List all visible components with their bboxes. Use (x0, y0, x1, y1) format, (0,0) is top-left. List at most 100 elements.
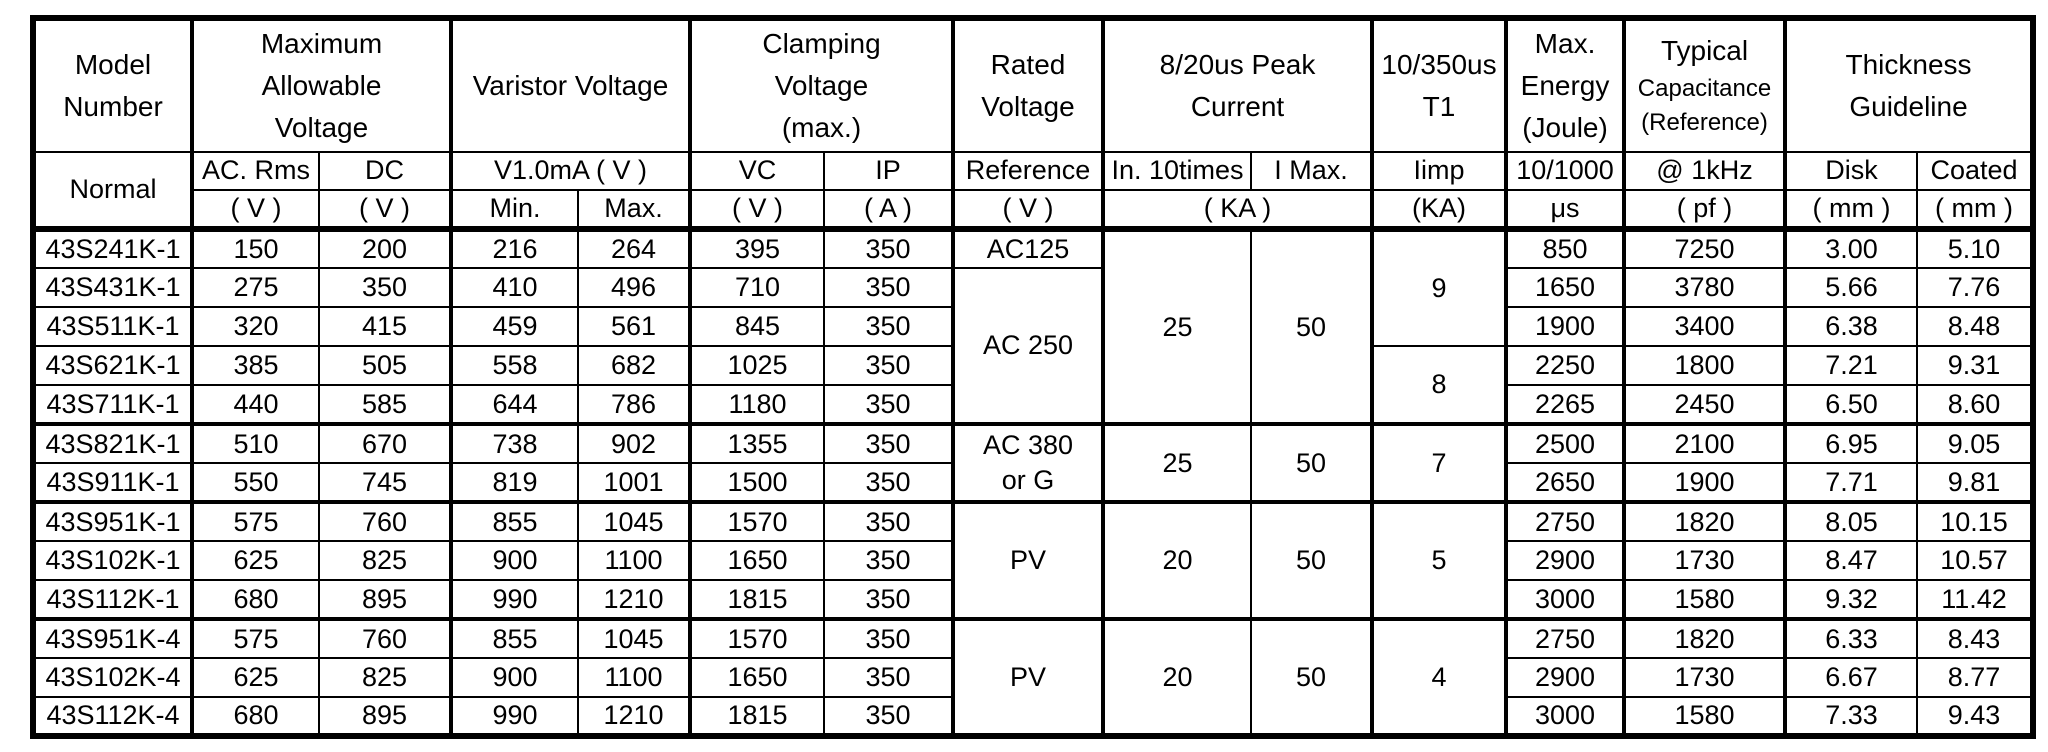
unit-vc-v: ( V ) (688, 188, 825, 233)
cell-model: 43S821K-1 (32, 422, 193, 465)
cell-dc: 415 (318, 306, 452, 348)
cell-capacitance: 1580 (1622, 696, 1787, 738)
table-header: Model Number Maximum Allowable Voltage V… (32, 17, 2035, 233)
cell-vmin: 410 (449, 267, 579, 309)
cell-ip: 350 (823, 384, 954, 426)
cell-energy: 850 (1504, 228, 1626, 270)
cell-disk: 3.00 (1783, 228, 1919, 270)
cell-disk: 6.95 (1783, 422, 1919, 465)
header-10-1000: 10/1000 (1504, 151, 1626, 191)
cell-model: 43S112K-4 (32, 696, 193, 738)
cell-ac-rms: 510 (190, 422, 320, 465)
cell-capacitance: 2450 (1622, 384, 1787, 426)
cell-vmin: 855 (449, 500, 579, 543)
cell-vc: 1355 (688, 422, 825, 465)
cell-capacitance: 1580 (1622, 579, 1787, 621)
header-varistor-voltage: Varistor Voltage (449, 17, 691, 153)
cell-dc: 895 (318, 696, 452, 738)
table-row: 43S241K-1 150 200 216 264 395 350 AC125 … (32, 228, 2035, 426)
cell-ac-rms: 550 (190, 462, 320, 504)
cell-model: 43S102K-1 (32, 540, 193, 582)
datasheet-page: Model Number Maximum Allowable Voltage V… (30, 15, 2037, 740)
cell-ac-rms: 440 (190, 384, 320, 426)
cell-coated: 5.10 (1916, 228, 2035, 270)
cell-vmax: 1210 (577, 579, 691, 621)
cell-energy: 1900 (1504, 306, 1626, 348)
cell-i-max: 50 (1249, 617, 1374, 738)
unit-varistor-max: Max. (577, 188, 691, 233)
header-normal: Normal (32, 150, 193, 233)
cell-energy: 1650 (1504, 267, 1626, 309)
cell-model: 43S241K-1 (32, 228, 193, 270)
cell-ip: 350 (823, 540, 954, 582)
cell-model: 43S112K-1 (32, 579, 193, 621)
cell-i-max: 50 (1249, 228, 1374, 426)
header-10-350us-t1: 10/350us T1 (1370, 17, 1508, 153)
cell-ip: 350 (823, 228, 954, 270)
cell-dc: 895 (318, 579, 452, 621)
cell-capacitance: 1730 (1622, 657, 1787, 699)
cell-dc: 350 (318, 267, 452, 309)
cell-dc: 200 (318, 228, 452, 270)
cell-ip: 350 (823, 422, 954, 465)
cell-ac-rms: 275 (190, 267, 320, 309)
header-max-allowable-voltage: Maximum Allowable Voltage (190, 17, 452, 153)
cell-coated: 8.48 (1916, 306, 2035, 348)
cell-vc: 395 (688, 228, 825, 270)
cell-disk: 6.33 (1783, 617, 1919, 660)
cell-capacitance: 1800 (1622, 345, 1787, 387)
unit-ac-rms-v: ( V ) (190, 188, 320, 233)
varistor-spec-table: Model Number Maximum Allowable Voltage V… (30, 15, 2037, 740)
cell-vmin: 738 (449, 422, 579, 465)
cell-ip: 350 (823, 462, 954, 504)
cell-vmax: 1210 (577, 696, 691, 738)
cell-ip: 350 (823, 696, 954, 738)
cell-disk: 6.50 (1783, 384, 1919, 426)
cell-disk: 9.32 (1783, 579, 1919, 621)
cell-in-10times: 25 (1101, 422, 1252, 504)
header-ip: IP (823, 151, 954, 191)
cell-vmin: 900 (449, 657, 579, 699)
cell-reference: AC125 (951, 228, 1104, 270)
cell-capacitance: 3780 (1622, 267, 1787, 309)
cell-vmax: 786 (577, 384, 691, 426)
cell-reference: AC 380 or G (951, 422, 1104, 504)
cell-dc: 825 (318, 540, 452, 582)
cell-iimp: 8 (1370, 345, 1508, 426)
cell-capacitance: 1730 (1622, 540, 1787, 582)
table-row: 43S112K-1 680 895 990 1210 1815 350 3000… (32, 579, 2035, 621)
cell-ac-rms: 320 (190, 306, 320, 348)
cell-vc: 1650 (688, 657, 825, 699)
cell-vc: 710 (688, 267, 825, 309)
cell-vmax: 264 (577, 228, 691, 270)
cell-vmin: 558 (449, 345, 579, 387)
cell-model: 43S511K-1 (32, 306, 193, 348)
cell-iimp: 7 (1370, 422, 1508, 504)
typical-capacitance-line3: (Reference) (1641, 109, 1768, 137)
cell-dc: 760 (318, 500, 452, 543)
unit-dc-v: ( V ) (318, 188, 452, 233)
cell-ac-rms: 385 (190, 345, 320, 387)
table-row: 43S102K-1 625 825 900 1100 1650 350 2900… (32, 540, 2035, 582)
cell-ip: 350 (823, 345, 954, 387)
header-ac-rms: AC. Rms (190, 151, 320, 191)
typical-capacitance-line1: Typical (1660, 34, 1749, 66)
table-row: 43S951K-4 575 760 855 1045 1570 350 PV 2… (32, 617, 2035, 738)
cell-coated: 10.15 (1916, 500, 2035, 543)
cell-energy: 2750 (1504, 617, 1626, 660)
cell-energy: 2265 (1504, 384, 1626, 426)
header-typical-capacitance: Typical Capacitance (Reference) (1622, 17, 1787, 153)
cell-coated: 9.31 (1916, 345, 2035, 387)
cell-dc: 585 (318, 384, 452, 426)
cell-vc: 1500 (688, 462, 825, 504)
cell-in-10times: 25 (1101, 228, 1252, 426)
cell-coated: 11.42 (1916, 579, 2035, 621)
cell-vmax: 902 (577, 422, 691, 465)
header-peak-current: 8/20us Peak Current (1100, 17, 1374, 153)
cell-model: 43S951K-4 (32, 617, 193, 660)
cell-vmax: 561 (577, 306, 691, 348)
cell-vc: 1650 (688, 540, 825, 582)
header-dc: DC (318, 151, 452, 191)
cell-vmin: 900 (449, 540, 579, 582)
cell-vc: 1815 (688, 696, 825, 738)
